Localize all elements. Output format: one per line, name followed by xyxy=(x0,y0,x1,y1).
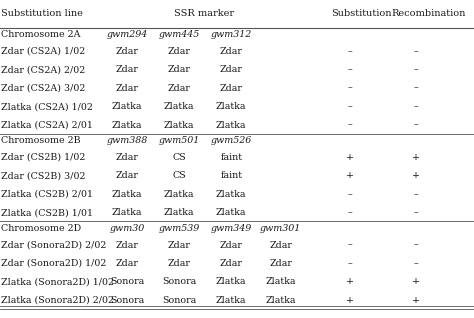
Text: –: – xyxy=(347,241,352,250)
Text: –: – xyxy=(414,241,419,250)
Text: gwm526: gwm526 xyxy=(210,136,252,145)
Text: gwm301: gwm301 xyxy=(260,224,301,233)
Text: Zlatka: Zlatka xyxy=(112,121,142,129)
Text: +: + xyxy=(346,296,354,305)
Text: Zdar (Sonora2D) 2/02: Zdar (Sonora2D) 2/02 xyxy=(1,241,107,250)
Text: Zdar: Zdar xyxy=(116,47,138,56)
Text: CS: CS xyxy=(172,171,186,180)
Text: gwm312: gwm312 xyxy=(210,30,252,39)
Text: Zdar: Zdar xyxy=(116,84,138,93)
Text: +: + xyxy=(412,171,420,180)
Text: Sonora: Sonora xyxy=(162,278,196,287)
Text: Zdar (Sonora2D) 1/02: Zdar (Sonora2D) 1/02 xyxy=(1,259,107,268)
Text: –: – xyxy=(347,121,352,129)
Text: Zlatka: Zlatka xyxy=(216,208,246,217)
Text: Zdar: Zdar xyxy=(269,241,292,250)
Text: Zlatka: Zlatka xyxy=(164,208,194,217)
Text: Sonora: Sonora xyxy=(110,296,144,305)
Text: Zlatka: Zlatka xyxy=(265,278,296,287)
Text: +: + xyxy=(346,278,354,287)
Text: Sonora: Sonora xyxy=(162,296,196,305)
Text: –: – xyxy=(347,259,352,268)
Text: –: – xyxy=(414,121,419,129)
Text: Zdar: Zdar xyxy=(220,65,243,74)
Text: –: – xyxy=(414,208,419,217)
Text: Zdar: Zdar xyxy=(116,259,138,268)
Text: Zlatka: Zlatka xyxy=(216,190,246,199)
Text: Zlatka: Zlatka xyxy=(216,296,246,305)
Text: Zlatka (CS2A) 2/01: Zlatka (CS2A) 2/01 xyxy=(1,121,93,129)
Text: Zdar (CS2A) 3/02: Zdar (CS2A) 3/02 xyxy=(1,84,86,93)
Text: SSR marker: SSR marker xyxy=(174,9,234,17)
Text: –: – xyxy=(414,84,419,93)
Text: Zlatka: Zlatka xyxy=(112,208,142,217)
Text: Zdar (CS2A) 2/02: Zdar (CS2A) 2/02 xyxy=(1,65,86,74)
Text: Zdar: Zdar xyxy=(168,241,191,250)
Text: –: – xyxy=(347,84,352,93)
Text: –: – xyxy=(347,47,352,56)
Text: Chromosome 2D: Chromosome 2D xyxy=(1,224,82,233)
Text: Zlatka: Zlatka xyxy=(164,121,194,129)
Text: gwm539: gwm539 xyxy=(158,224,200,233)
Text: gwm501: gwm501 xyxy=(158,136,200,145)
Text: –: – xyxy=(347,65,352,74)
Text: Substitution: Substitution xyxy=(331,9,392,17)
Text: –: – xyxy=(347,102,352,111)
Text: Zdar: Zdar xyxy=(116,171,138,180)
Text: faint: faint xyxy=(220,153,242,162)
Text: faint: faint xyxy=(220,171,242,180)
Text: –: – xyxy=(414,259,419,268)
Text: Zdar: Zdar xyxy=(116,65,138,74)
Text: +: + xyxy=(412,296,420,305)
Text: Zdar (CS2A) 1/02: Zdar (CS2A) 1/02 xyxy=(1,47,86,56)
Text: Chromosome 2B: Chromosome 2B xyxy=(1,136,81,145)
Text: +: + xyxy=(346,153,354,162)
Text: Zdar: Zdar xyxy=(168,65,191,74)
Text: Zlatka (CS2B) 1/01: Zlatka (CS2B) 1/01 xyxy=(1,208,93,217)
Text: Zlatka (CS2A) 1/02: Zlatka (CS2A) 1/02 xyxy=(1,102,93,111)
Text: Zlatka: Zlatka xyxy=(112,102,142,111)
Text: –: – xyxy=(414,190,419,199)
Text: Recombination: Recombination xyxy=(392,9,466,17)
Text: CS: CS xyxy=(172,153,186,162)
Text: Zdar: Zdar xyxy=(168,259,191,268)
Text: –: – xyxy=(347,190,352,199)
Text: gwm445: gwm445 xyxy=(158,30,200,39)
Text: Zdar (CS2B) 3/02: Zdar (CS2B) 3/02 xyxy=(1,171,86,180)
Text: –: – xyxy=(414,102,419,111)
Text: gwm294: gwm294 xyxy=(106,30,148,39)
Text: Zlatka (Sonora2D) 2/02: Zlatka (Sonora2D) 2/02 xyxy=(1,296,114,305)
Text: Zdar: Zdar xyxy=(168,47,191,56)
Text: Sonora: Sonora xyxy=(110,278,144,287)
Text: Zlatka (Sonora2D) 1/02: Zlatka (Sonora2D) 1/02 xyxy=(1,278,114,287)
Text: –: – xyxy=(414,65,419,74)
Text: gwm388: gwm388 xyxy=(106,136,148,145)
Text: –: – xyxy=(414,47,419,56)
Text: Zlatka (CS2B) 2/01: Zlatka (CS2B) 2/01 xyxy=(1,190,93,199)
Text: Zlatka: Zlatka xyxy=(164,102,194,111)
Text: Zdar: Zdar xyxy=(220,241,243,250)
Text: Zlatka: Zlatka xyxy=(216,278,246,287)
Text: Zdar: Zdar xyxy=(168,84,191,93)
Text: Zlatka: Zlatka xyxy=(216,102,246,111)
Text: Zlatka: Zlatka xyxy=(112,190,142,199)
Text: +: + xyxy=(412,153,420,162)
Text: Substitution line: Substitution line xyxy=(1,9,83,17)
Text: Zdar: Zdar xyxy=(220,259,243,268)
Text: gwm30: gwm30 xyxy=(109,224,145,233)
Text: +: + xyxy=(346,171,354,180)
Text: Zlatka: Zlatka xyxy=(164,190,194,199)
Text: +: + xyxy=(412,278,420,287)
Text: Chromosome 2A: Chromosome 2A xyxy=(1,30,81,39)
Text: Zdar: Zdar xyxy=(116,153,138,162)
Text: gwm349: gwm349 xyxy=(210,224,252,233)
Text: –: – xyxy=(347,208,352,217)
Text: Zdar: Zdar xyxy=(220,84,243,93)
Text: Zlatka: Zlatka xyxy=(265,296,296,305)
Text: Zdar: Zdar xyxy=(220,47,243,56)
Text: Zdar: Zdar xyxy=(269,259,292,268)
Text: Zdar: Zdar xyxy=(116,241,138,250)
Text: Zdar (CS2B) 1/02: Zdar (CS2B) 1/02 xyxy=(1,153,86,162)
Text: Zlatka: Zlatka xyxy=(216,121,246,129)
